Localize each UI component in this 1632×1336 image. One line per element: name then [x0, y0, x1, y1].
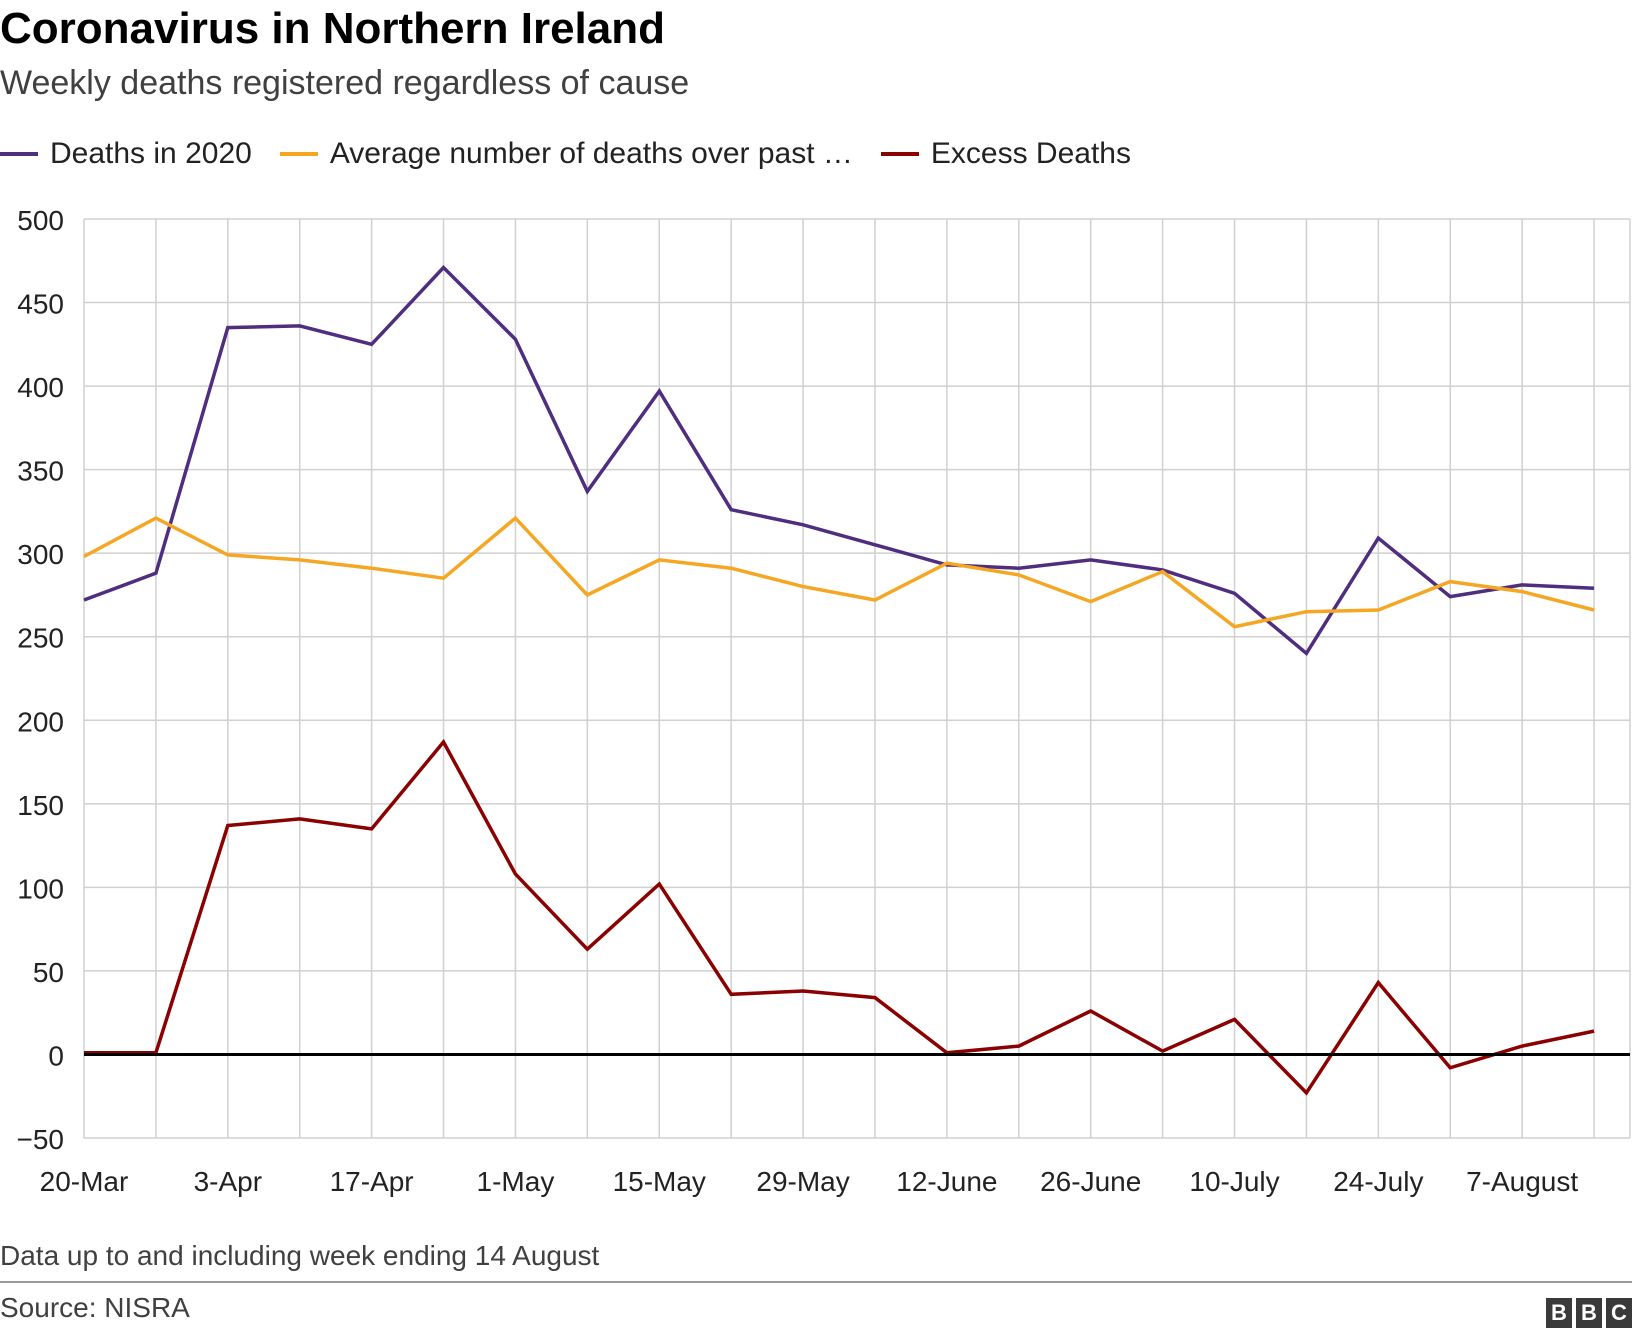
footer-divider [0, 1281, 1632, 1283]
x-tick-label: 10-July [1189, 1166, 1279, 1197]
data-note: Data up to and including week ending 14 … [0, 1240, 600, 1271]
x-tick-label: 15-May [613, 1166, 706, 1197]
x-tick-label: 20-Mar [40, 1166, 129, 1197]
x-tick-label: 26-June [1040, 1166, 1141, 1197]
series-line-excess-deaths [84, 738, 1595, 1096]
x-tick-label: 3-Apr [194, 1166, 262, 1197]
bbc-logo-letter: C [1606, 1298, 1632, 1328]
y-tick-label: 50 [33, 957, 64, 988]
x-tick-label: 7-August [1466, 1166, 1578, 1197]
series-line-deaths-in-2020 [83, 264, 1595, 657]
y-tick-label: 300 [17, 539, 64, 570]
y-tick-label: 0 [48, 1040, 64, 1071]
legend-swatch-excess-deaths [880, 152, 919, 156]
legend-label-excess-deaths: Excess Deaths [930, 137, 1131, 170]
legend-label-average-deaths: Average number of deaths over past … [329, 137, 853, 170]
x-tick-label: 24-July [1333, 1166, 1423, 1197]
chart-title: Coronavirus in Northern Ireland [0, 4, 665, 53]
y-tick-label: −50 [17, 1124, 65, 1155]
x-tick-label: 29-May [756, 1166, 849, 1197]
y-tick-label: 100 [17, 873, 64, 904]
legend-swatch-deaths-2020 [0, 152, 38, 156]
grid-layer [83, 218, 1631, 1139]
x-tick-label: 17-Apr [330, 1166, 414, 1197]
y-tick-label: 250 [17, 623, 64, 654]
source-text: Source: NISRA [0, 1292, 190, 1323]
series-line-average-number-of-deaths-over-past [83, 515, 1595, 629]
chart-legend: Deaths in 2020 Average number of deaths … [0, 134, 1159, 174]
bbc-logo: B B C [1542, 1298, 1632, 1328]
y-tick-label: 150 [17, 790, 64, 821]
y-tick-label: 200 [17, 706, 64, 737]
legend-label-deaths-2020: Deaths in 2020 [50, 137, 252, 170]
x-tick-label: 1-May [477, 1166, 555, 1197]
legend-item-average-deaths: Average number of deaths over past … [279, 137, 853, 171]
chart-subtitle: Weekly deaths registered regardless of c… [0, 64, 690, 102]
y-tick-label: 500 [17, 205, 64, 236]
y-tick-label: 350 [17, 456, 64, 487]
legend-item-deaths-2020: Deaths in 2020 [0, 137, 252, 171]
series-layer [83, 264, 1630, 1096]
bbc-logo-letter: B [1576, 1298, 1602, 1328]
legend-item-excess-deaths: Excess Deaths [880, 137, 1131, 171]
legend-swatch-average-deaths [279, 152, 318, 156]
bbc-logo-letter: B [1546, 1298, 1572, 1328]
y-tick-label: 400 [17, 372, 64, 403]
x-tick-label: 12-June [896, 1166, 997, 1197]
y-tick-label: 450 [17, 289, 64, 320]
